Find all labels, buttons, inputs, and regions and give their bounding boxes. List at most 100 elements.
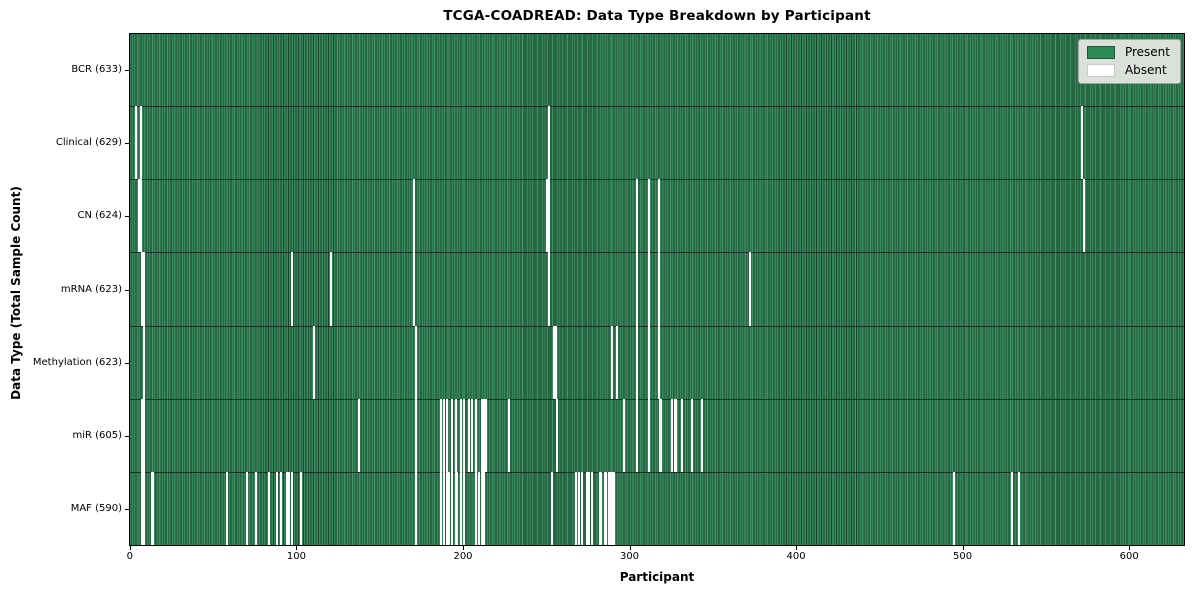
y-tick-label: MAF (590) <box>70 503 122 515</box>
x-tick-mark <box>796 546 798 550</box>
absent-stripe <box>276 471 279 545</box>
x-tick-mark <box>296 546 298 550</box>
absent-stripe <box>552 325 555 399</box>
x-axis-label: Participant <box>619 570 695 584</box>
absent-stripe <box>1082 179 1085 253</box>
absent-stripe <box>467 398 470 472</box>
absent-stripe <box>657 325 660 399</box>
absent-stripe <box>139 106 142 180</box>
datatype-row-Methylation <box>130 325 1184 399</box>
absent-stripe <box>446 471 449 545</box>
absent-stripe <box>647 398 650 472</box>
absent-stripe <box>612 471 615 545</box>
absent-stripe <box>442 471 445 545</box>
x-tick-label: 300 <box>619 551 640 562</box>
absent-stripe <box>139 179 142 253</box>
absent-stripe <box>474 471 477 545</box>
absent-stripe <box>636 398 639 472</box>
absent-stripe <box>609 471 612 545</box>
absent-stripe <box>556 398 559 472</box>
absent-stripe <box>681 398 684 472</box>
x-tick-label: 500 <box>953 551 973 562</box>
absent-stripe <box>551 471 554 545</box>
y-tick-mark <box>125 290 129 291</box>
absent-stripe <box>254 471 257 545</box>
absent-stripe <box>659 398 662 472</box>
legend-absent-swatch <box>1086 64 1115 77</box>
y-tick-label: Clinical (629) <box>55 136 122 148</box>
x-tick-mark <box>629 546 631 550</box>
absent-stripe <box>507 398 510 472</box>
absent-stripe <box>657 252 660 326</box>
absent-stripe <box>414 398 417 472</box>
absent-stripe <box>456 471 459 545</box>
legend: Present Absent <box>1077 39 1181 84</box>
absent-stripe <box>143 471 146 545</box>
legend-item-absent: Absent <box>1086 64 1170 77</box>
absent-stripe <box>691 398 694 472</box>
absent-stripe <box>439 471 442 545</box>
legend-present-label: Present <box>1124 45 1170 59</box>
absent-stripe <box>291 252 294 326</box>
absent-stripe <box>622 398 625 472</box>
x-tick-label: 0 <box>126 551 133 562</box>
absent-stripe <box>313 325 316 399</box>
absent-stripe <box>574 471 577 545</box>
x-tick-label: 600 <box>1119 551 1139 562</box>
absent-stripe <box>454 471 457 545</box>
y-tick-mark <box>125 143 129 144</box>
y-tick-mark <box>125 436 129 437</box>
absent-stripe <box>607 471 610 545</box>
absent-stripe <box>412 252 416 326</box>
absent-stripe <box>279 471 282 545</box>
datatype-row-MAF <box>130 471 1184 545</box>
absent-stripe <box>412 179 416 253</box>
absent-stripe <box>141 252 144 326</box>
absent-stripe <box>268 471 271 545</box>
x-tick-label: 100 <box>286 551 306 562</box>
absent-stripe <box>1017 471 1020 545</box>
legend-present-swatch <box>1086 46 1115 59</box>
absent-stripe <box>581 471 584 545</box>
absent-stripe <box>547 106 550 180</box>
y-tick-label: miR (605) <box>72 430 122 442</box>
absent-stripe <box>616 325 619 399</box>
absent-stripe <box>604 471 607 545</box>
absent-stripe <box>414 471 417 545</box>
absent-stripe <box>246 471 249 545</box>
absent-stripe <box>474 398 477 472</box>
absent-stripe <box>299 471 302 545</box>
x-tick-label: 200 <box>453 551 473 562</box>
plot-area <box>129 33 1185 546</box>
absent-stripe <box>1010 471 1013 545</box>
absent-stripe <box>134 106 137 180</box>
absent-stripe <box>647 325 650 399</box>
absent-stripe <box>547 252 550 326</box>
y-tick-label: Methylation (623) <box>32 356 122 368</box>
absent-stripe <box>329 252 332 326</box>
absent-stripe <box>143 398 146 472</box>
y-tick-mark <box>125 216 129 217</box>
datatype-row-CN <box>130 179 1184 253</box>
absent-stripe <box>141 471 144 545</box>
absent-stripe <box>446 398 449 472</box>
y-tick-label: mRNA (623) <box>60 283 122 295</box>
x-tick-label: 400 <box>786 551 806 562</box>
absent-stripe <box>657 179 660 253</box>
absent-stripe <box>482 471 485 545</box>
absent-stripe <box>451 398 454 472</box>
y-tick-mark <box>125 509 129 510</box>
absent-stripe <box>636 179 639 253</box>
absent-stripe <box>451 471 454 545</box>
x-tick-mark <box>1129 546 1131 550</box>
absent-stripe <box>749 252 752 326</box>
absent-stripe <box>286 471 289 545</box>
absent-stripe <box>454 398 457 472</box>
absent-stripe <box>414 325 417 399</box>
x-tick-mark <box>962 546 964 550</box>
absent-stripe <box>357 398 361 472</box>
absent-stripe <box>462 471 465 545</box>
datatype-row-BCR <box>130 34 1184 107</box>
datatype-row-miR <box>130 398 1184 472</box>
absent-stripe <box>288 471 291 545</box>
